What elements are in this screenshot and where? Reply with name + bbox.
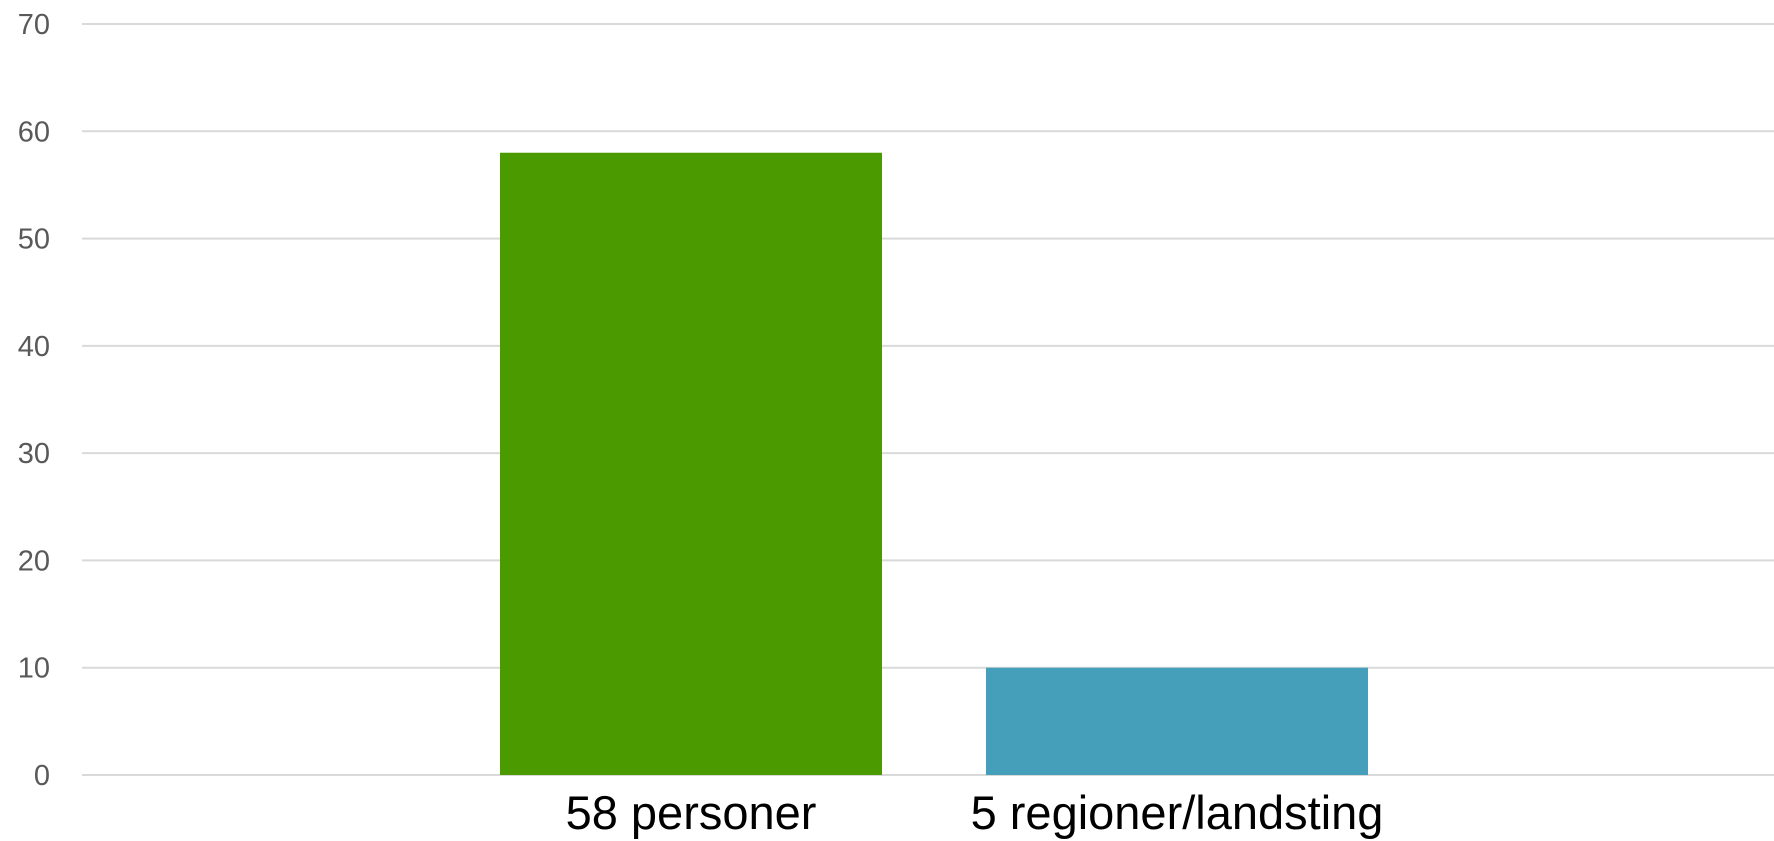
y-axis-ticks: 0 10 20 30 40 50 60 70 — [18, 9, 50, 792]
y-tick-label-50: 50 — [18, 224, 50, 256]
y-tick-label-20: 20 — [18, 545, 50, 577]
x-category-label-2: 5 regioner/landsting — [971, 786, 1384, 839]
x-category-label-1: 58 personer — [566, 786, 817, 839]
bars — [500, 152, 1368, 775]
bar-2 — [986, 667, 1368, 775]
gridlines — [82, 23, 1774, 776]
y-tick-label-70: 70 — [18, 9, 50, 41]
y-tick-label-10: 10 — [18, 653, 50, 685]
y-tick-label-0: 0 — [34, 760, 50, 792]
y-tick-label-40: 40 — [18, 331, 50, 363]
y-tick-label-60: 60 — [18, 116, 50, 148]
bar-1 — [500, 152, 882, 775]
x-axis-category-labels: 58 personer 5 regioner/landsting — [566, 786, 1384, 839]
y-tick-label-30: 30 — [18, 438, 50, 470]
